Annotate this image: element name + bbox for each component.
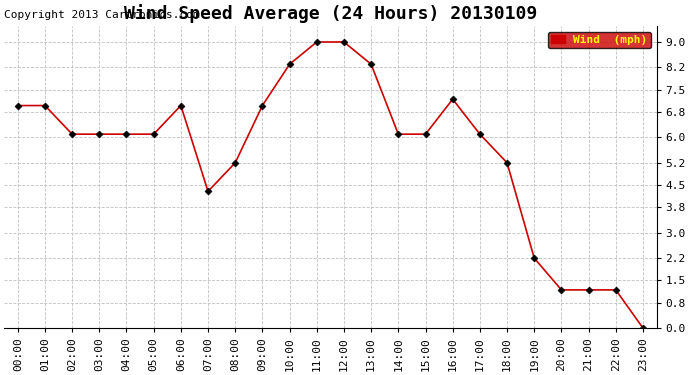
Title: Wind Speed Average (24 Hours) 20130109: Wind Speed Average (24 Hours) 20130109 <box>124 4 537 23</box>
Legend: Wind  (mph): Wind (mph) <box>548 32 651 48</box>
Text: Copyright 2013 Cartronics.com: Copyright 2013 Cartronics.com <box>4 10 200 20</box>
